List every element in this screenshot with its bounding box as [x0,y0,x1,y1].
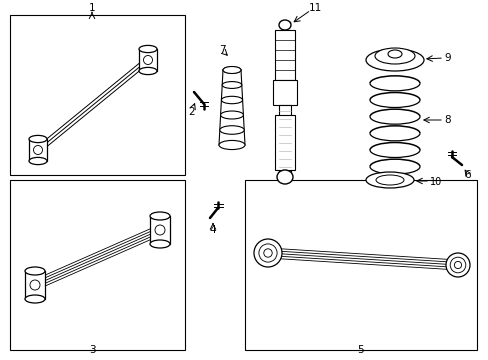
Ellipse shape [375,175,403,185]
Ellipse shape [150,212,170,220]
Text: 3: 3 [88,345,95,355]
Ellipse shape [34,145,42,154]
Ellipse shape [258,244,277,262]
Text: 1: 1 [88,3,95,13]
Text: 8: 8 [444,115,450,125]
Ellipse shape [445,253,469,277]
Bar [279,105,290,175]
Ellipse shape [29,135,47,143]
Ellipse shape [449,257,465,273]
Ellipse shape [276,170,292,184]
Ellipse shape [374,48,414,64]
Bar [272,80,296,105]
Text: 7: 7 [218,45,225,55]
Bar [29,139,47,161]
Ellipse shape [29,157,47,165]
Text: 4: 4 [209,225,216,235]
Ellipse shape [222,82,241,89]
Ellipse shape [150,240,170,248]
Ellipse shape [223,67,241,73]
Text: 5: 5 [356,345,363,355]
Ellipse shape [139,45,157,53]
Bar [274,30,294,80]
Ellipse shape [219,140,244,149]
Ellipse shape [365,49,423,71]
Ellipse shape [219,126,244,134]
Bar [244,180,476,350]
Ellipse shape [221,96,242,104]
Bar [10,15,184,175]
Ellipse shape [223,67,241,73]
Text: 11: 11 [308,3,321,13]
Ellipse shape [220,111,243,119]
Ellipse shape [263,249,272,257]
Ellipse shape [30,280,40,290]
Text: 2: 2 [188,107,195,117]
Ellipse shape [365,172,413,188]
Text: 9: 9 [444,53,450,63]
Bar [150,216,170,244]
Ellipse shape [139,67,157,75]
Bar [274,115,294,170]
Ellipse shape [253,239,282,267]
Bar [10,180,184,350]
Bar [139,49,157,71]
Bar [25,271,45,299]
Ellipse shape [453,261,461,269]
Text: 10: 10 [429,177,441,187]
Ellipse shape [25,295,45,303]
Ellipse shape [143,55,152,64]
Ellipse shape [387,50,401,58]
Ellipse shape [279,20,290,30]
Text: 6: 6 [464,170,470,180]
Ellipse shape [155,225,164,235]
Ellipse shape [25,267,45,275]
